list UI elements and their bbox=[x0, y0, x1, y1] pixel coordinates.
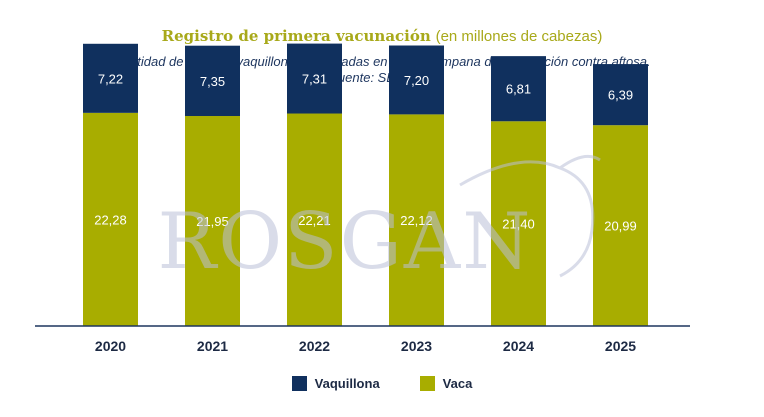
bar-vaca-2024 bbox=[491, 121, 546, 326]
x-tick-label-2020: 2020 bbox=[95, 338, 126, 354]
chart-title-unit: (en millones de cabezas) bbox=[435, 28, 603, 45]
bar-vaquillona-2021 bbox=[185, 45, 240, 117]
data-label-vaca-2021: 21,95 bbox=[196, 214, 229, 229]
bar-vaca-2025 bbox=[593, 125, 648, 326]
x-tick-label-2023: 2023 bbox=[401, 338, 432, 354]
data-label-vaquillona-2025: 6,39 bbox=[608, 88, 633, 103]
bar-vaquillona-2025 bbox=[593, 64, 648, 126]
data-label-vaca-2025: 20,99 bbox=[604, 219, 637, 234]
data-label-vaquillona-2020: 7,22 bbox=[98, 71, 123, 86]
bar-vaca-2023 bbox=[389, 114, 444, 326]
bar-vaquillona-2024 bbox=[491, 56, 546, 122]
legend-item-vaca: Vaca bbox=[419, 376, 473, 391]
legend-item-vaquillona: Vaquillona bbox=[291, 376, 380, 391]
bar-vaca-2021 bbox=[185, 116, 240, 327]
chart-title: Registro de primera vacunación (en millo… bbox=[0, 27, 764, 45]
legend-label-vaca: Vaca bbox=[442, 376, 473, 391]
data-label-vaquillona-2021: 7,35 bbox=[200, 74, 225, 89]
legend-label-vaquillona: Vaquillona bbox=[314, 376, 380, 391]
bar-vaquillona-2020 bbox=[83, 43, 138, 113]
legend-swatch-vaca bbox=[419, 376, 435, 391]
watermark-logo: ROSGAN bbox=[158, 197, 533, 287]
bar-vaca-2022 bbox=[287, 113, 342, 327]
data-label-vaca-2022: 22,21 bbox=[298, 213, 331, 228]
data-label-vaca-2024: 21,40 bbox=[502, 217, 535, 232]
x-tick-label-2024: 2024 bbox=[503, 338, 534, 354]
bar-vaquillona-2023 bbox=[389, 45, 444, 115]
chart-title-main: Registro de primera vacunación bbox=[161, 27, 431, 45]
data-label-vaca-2020: 22,28 bbox=[94, 212, 127, 227]
watermark-cow-outline bbox=[459, 154, 601, 278]
data-label-vaquillona-2022: 7,31 bbox=[302, 72, 327, 87]
legend-swatch-vaquillona bbox=[291, 376, 307, 391]
x-tick-label-2022: 2022 bbox=[299, 338, 330, 354]
bar-vaquillona-2022 bbox=[287, 43, 342, 114]
data-label-vaquillona-2023: 7,20 bbox=[404, 73, 429, 88]
data-label-vaquillona-2024: 6,81 bbox=[506, 82, 531, 97]
chart-legend: Vaquillona Vaca bbox=[0, 376, 764, 391]
data-label-vaca-2023: 22,12 bbox=[400, 213, 433, 228]
bar-vaca-2020 bbox=[83, 112, 138, 326]
x-tick-label-2025: 2025 bbox=[605, 338, 636, 354]
x-tick-label-2021: 2021 bbox=[197, 338, 228, 354]
